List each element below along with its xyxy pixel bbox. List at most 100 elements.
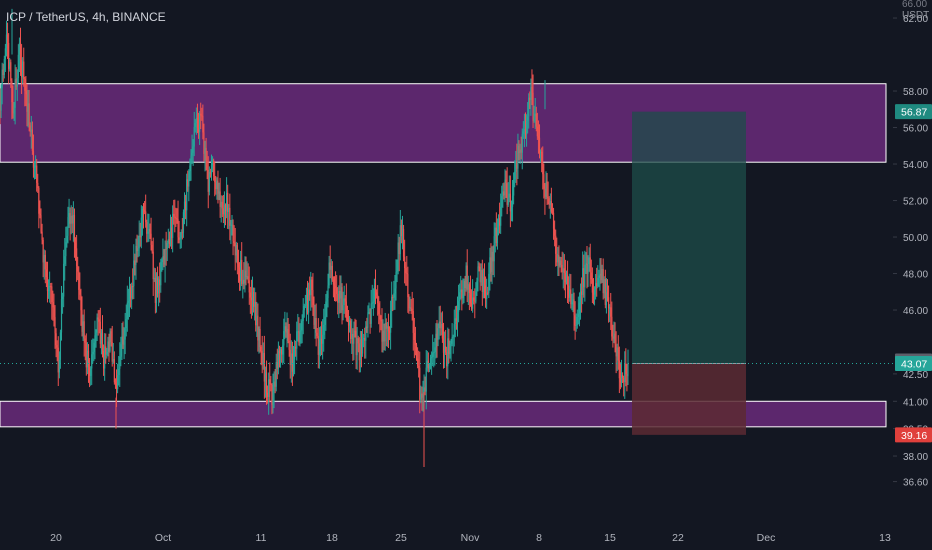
candle-body <box>318 339 320 355</box>
candle-body <box>1 69 3 88</box>
candle-body <box>52 302 54 308</box>
candle-body <box>490 257 492 272</box>
candle-body <box>397 242 399 272</box>
candle-body <box>517 145 519 169</box>
candle-body <box>353 330 355 344</box>
candle-body <box>207 169 209 192</box>
candle-body <box>536 126 538 137</box>
candle-body <box>287 328 289 342</box>
candle-body <box>481 269 483 292</box>
candle-body <box>111 342 113 362</box>
demand-zone[interactable] <box>0 400 887 428</box>
candle-body <box>598 275 600 278</box>
candle-body <box>493 236 495 262</box>
candle-body <box>478 266 480 268</box>
candle-body <box>548 198 550 205</box>
candle-body <box>446 351 448 367</box>
candle-body <box>161 259 163 263</box>
candle-body <box>349 320 351 326</box>
candle-body <box>106 351 108 355</box>
candle-body <box>92 351 94 355</box>
candle-body <box>508 193 510 198</box>
candle-body <box>244 270 246 284</box>
candle-body <box>555 235 557 254</box>
candle-body <box>537 136 540 138</box>
candle-body <box>310 279 312 296</box>
candle-body <box>560 260 562 266</box>
candle-body <box>270 384 272 386</box>
candle-body <box>520 149 522 153</box>
candle-body <box>351 334 353 339</box>
candle-body <box>547 197 549 199</box>
candle-body <box>469 293 472 304</box>
candle-body <box>601 269 603 281</box>
candle-body <box>369 312 371 324</box>
candle-body <box>513 179 515 196</box>
candle-body <box>610 307 612 317</box>
candle-body <box>250 297 253 301</box>
candle-body <box>534 113 536 117</box>
candle-body <box>408 297 410 309</box>
candle-body <box>83 321 85 339</box>
price-axis[interactable]: 62.00 58.00 56.00 54.00 52.00 50.00 48.00 46.00… <box>893 14 932 489</box>
candle-body <box>399 225 401 255</box>
candle-body <box>312 290 314 305</box>
candle-body <box>542 162 544 175</box>
candle-body <box>516 160 518 169</box>
candle-body <box>460 289 462 293</box>
supply-zone[interactable] <box>0 83 887 163</box>
candle-body <box>423 387 425 395</box>
candle-body <box>487 292 489 294</box>
candle-body <box>498 218 501 226</box>
candle-body <box>293 346 296 360</box>
candle-body <box>274 381 276 387</box>
candle-body <box>149 228 151 234</box>
candle-body <box>611 316 613 337</box>
candle-body <box>304 305 306 307</box>
candle-body <box>213 160 215 177</box>
time-axis[interactable]: 20 Oct 11 18 25 Nov 8 15 22 Dec 13 <box>50 532 891 544</box>
candle-body <box>107 341 109 352</box>
candle-body <box>524 128 527 135</box>
candle-body <box>395 272 397 289</box>
candle-body <box>625 363 627 374</box>
candle-body <box>322 334 324 344</box>
candle-body <box>4 48 6 60</box>
candle-body <box>577 313 579 318</box>
candle-body <box>230 224 232 226</box>
candle-body <box>454 318 456 325</box>
candle-body <box>387 326 390 332</box>
y-tick-label: 38.00 <box>903 452 928 463</box>
candle-body <box>291 353 294 372</box>
candle-body <box>302 310 304 322</box>
y-tick-label: 46.00 <box>903 306 928 317</box>
candle-body <box>451 336 453 344</box>
candle-body <box>159 279 161 286</box>
candle-body <box>607 297 610 309</box>
candle-body <box>210 164 213 175</box>
candle-body <box>475 291 477 302</box>
position-stop-area[interactable] <box>632 363 746 435</box>
candle-body <box>79 289 81 295</box>
position-target-area[interactable] <box>632 111 746 364</box>
candle-body <box>288 341 290 350</box>
candle-body <box>551 211 554 213</box>
candle-body <box>225 192 228 212</box>
candle-body <box>406 273 408 275</box>
candle-body <box>30 129 32 132</box>
candle-body <box>572 299 574 303</box>
candle-body <box>316 332 318 337</box>
candle-body <box>535 113 537 127</box>
candle-body <box>25 90 27 95</box>
candle-body <box>145 211 147 223</box>
candle-body <box>366 326 368 328</box>
candle-body <box>142 208 145 211</box>
candle-body <box>360 339 363 354</box>
candle-body <box>622 375 624 378</box>
candle-body <box>379 314 381 320</box>
candle-body <box>425 367 427 392</box>
candle-body <box>466 265 468 290</box>
candle-body <box>154 277 156 303</box>
